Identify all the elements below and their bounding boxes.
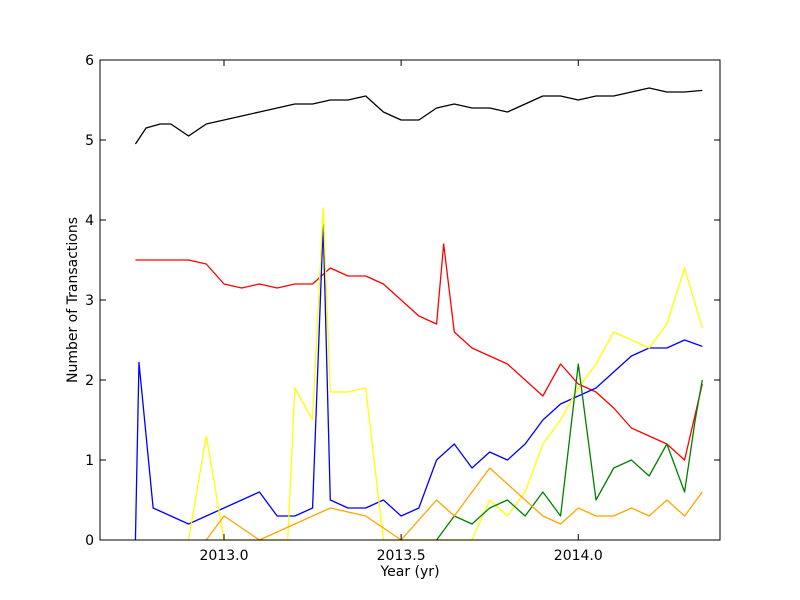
y-tick-label: 4 — [85, 213, 94, 229]
y-tick-label: 5 — [85, 133, 94, 149]
plot-frame — [99, 59, 721, 541]
ticks-layer: 0 1 2 3 4 5 6 2013.0 2013.5 2014.0 — [85, 53, 720, 564]
y-tick-label: 0 — [85, 533, 94, 549]
y-tick-label: 6 — [85, 53, 94, 69]
x-tick-label: 2014.0 — [554, 548, 603, 564]
series-line-2 — [134, 223, 703, 541]
y-tick-label: 2 — [85, 373, 94, 389]
x-axis-label: Year (yr) — [379, 564, 439, 580]
y-tick-label: 3 — [85, 293, 94, 309]
series-line-5 — [205, 467, 703, 541]
series-layer — [134, 87, 703, 541]
y-tick-label: 1 — [85, 453, 94, 469]
x-tick-label: 2013.0 — [200, 548, 249, 564]
y-axis-label: Number of Transactions — [65, 217, 81, 383]
series-line-4 — [436, 363, 703, 541]
series-line-0 — [134, 87, 703, 145]
x-tick-label: 2013.5 — [377, 548, 426, 564]
series-line-1 — [135, 243, 703, 461]
